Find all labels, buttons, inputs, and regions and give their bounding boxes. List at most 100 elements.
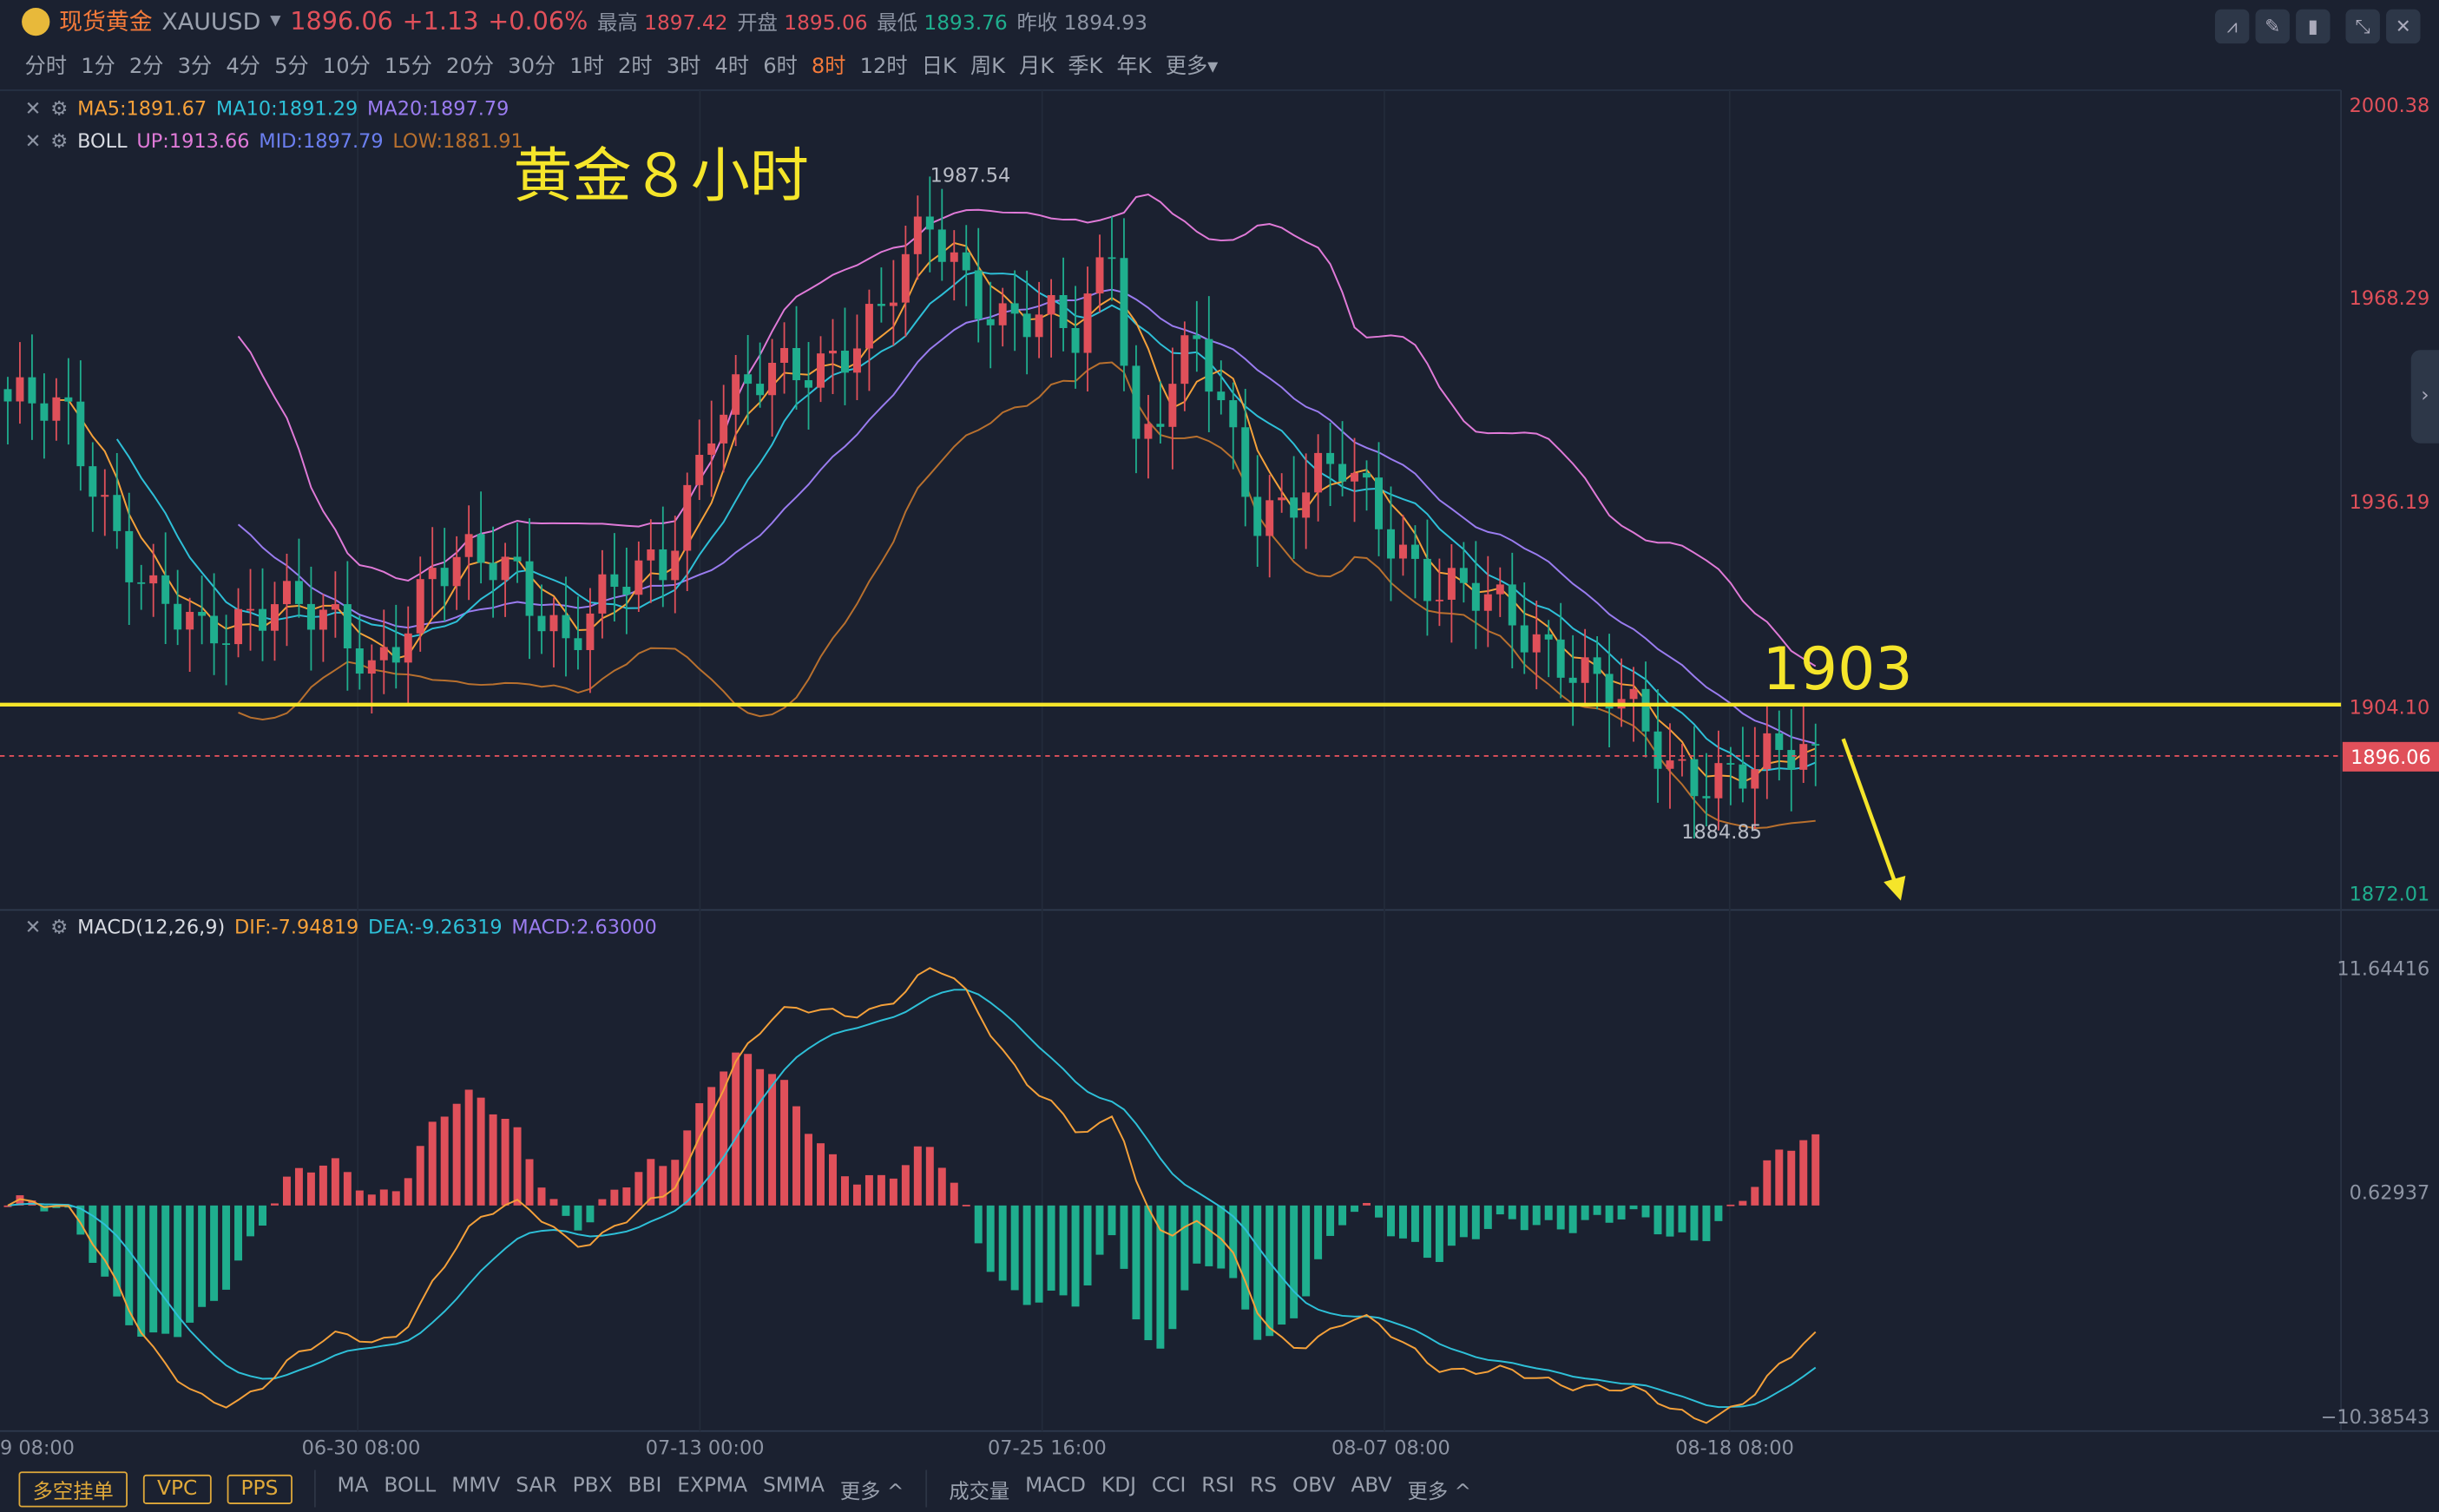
timeframe-9[interactable]: 30分 xyxy=(508,54,556,80)
candle-body xyxy=(1605,674,1614,709)
timeframe-13[interactable]: 4时 xyxy=(714,54,750,80)
timeframe-7[interactable]: 15分 xyxy=(384,54,432,80)
candle-body xyxy=(161,575,170,604)
symbol-name[interactable]: 现货黄金 xyxy=(59,7,153,36)
timeframe-19[interactable]: 月K xyxy=(1019,54,1055,80)
macd-bar xyxy=(271,1203,279,1206)
symbol-dropdown-icon[interactable]: ▼ xyxy=(270,13,281,30)
timeframe-8[interactable]: 20分 xyxy=(446,54,495,80)
expand-panel-chevron-icon[interactable]: › xyxy=(2410,350,2439,444)
candle-body xyxy=(574,638,582,650)
ma20-value: MA20:1897.79 xyxy=(367,96,509,120)
macd-bar xyxy=(161,1205,170,1334)
symbol-code[interactable]: XAUUSD xyxy=(161,7,261,36)
sub-indicator-8[interactable]: 更多 ^ xyxy=(1407,1480,1472,1504)
remove-indicator-icon[interactable]: ✕ xyxy=(24,914,42,938)
candle-body xyxy=(1508,584,1516,626)
sub-indicator-3[interactable]: CCI xyxy=(1151,1474,1187,1497)
timeframe-20[interactable]: 季K xyxy=(1068,54,1103,80)
candle-body xyxy=(1193,335,1201,339)
vpc-button[interactable]: VPC xyxy=(142,1474,212,1504)
main-indicator-2[interactable]: MMV xyxy=(451,1474,501,1497)
macd-bar xyxy=(1314,1205,1323,1259)
long-short-orders-button[interactable]: 多空挂单 xyxy=(18,1470,128,1507)
timeframe-0[interactable]: 分时 xyxy=(24,54,68,80)
remove-indicator-icon[interactable]: ✕ xyxy=(24,128,42,153)
ma5-value: MA5:1891.67 xyxy=(77,96,207,120)
timeframe-12[interactable]: 3时 xyxy=(666,54,701,80)
price-axis-label: 1872.01 xyxy=(2349,882,2430,905)
candle-body xyxy=(889,302,897,306)
settings-icon[interactable]: ⚙ xyxy=(50,128,69,153)
pps-button[interactable]: PPS xyxy=(227,1474,293,1504)
macd-bar xyxy=(1326,1205,1335,1236)
main-indicator-1[interactable]: BOLL xyxy=(384,1474,437,1497)
close-icon[interactable]: ✕ xyxy=(2386,9,2421,44)
sub-indicator-7[interactable]: ABV xyxy=(1351,1474,1392,1497)
main-indicator-3[interactable]: SAR xyxy=(516,1474,557,1497)
timeframe-14[interactable]: 6时 xyxy=(763,54,798,80)
timeframe-10[interactable]: 1时 xyxy=(569,54,604,80)
main-indicator-6[interactable]: EXPMA xyxy=(677,1474,748,1497)
collapse-icon[interactable]: ⤡ xyxy=(2345,9,2380,44)
timeframe-2[interactable]: 2分 xyxy=(128,54,164,80)
macd-bar xyxy=(501,1118,509,1206)
price-axis-label: 2000.38 xyxy=(2349,93,2430,117)
price-change: +1.13 xyxy=(402,6,479,36)
timeframe-4[interactable]: 4分 xyxy=(226,54,260,80)
macd-bar xyxy=(464,1089,473,1206)
main-indicator-4[interactable]: PBX xyxy=(572,1474,613,1497)
macd-bar xyxy=(1241,1205,1250,1310)
candle-body xyxy=(477,534,485,563)
draw-icon[interactable]: ✎ xyxy=(2255,9,2290,44)
macd-bar xyxy=(683,1130,692,1206)
timeframe-1[interactable]: 1分 xyxy=(81,54,115,80)
candle-body xyxy=(186,611,194,630)
indicator-icon[interactable]: ⩘ xyxy=(2214,9,2250,44)
sub-indicator-2[interactable]: KDJ xyxy=(1101,1474,1137,1497)
macd-bar xyxy=(1290,1205,1298,1318)
sub-indicator-1[interactable]: MACD xyxy=(1025,1474,1086,1497)
candle-type-icon[interactable]: ▮ xyxy=(2296,9,2331,44)
sub-indicator-5[interactable]: RS xyxy=(1250,1474,1278,1497)
macd-bar xyxy=(416,1146,424,1206)
macd-bar xyxy=(489,1114,497,1206)
macd-bar xyxy=(962,1205,970,1206)
candle-body xyxy=(428,568,437,580)
sub-indicator-4[interactable]: RSI xyxy=(1201,1474,1235,1497)
remove-indicator-icon[interactable]: ✕ xyxy=(24,96,42,120)
macd-bar xyxy=(40,1205,49,1212)
timeframe-18[interactable]: 周K xyxy=(970,54,1006,80)
main-indicator-0[interactable]: MA xyxy=(337,1474,369,1497)
settings-icon[interactable]: ⚙ xyxy=(50,96,69,120)
sub-indicator-6[interactable]: OBV xyxy=(1292,1474,1336,1497)
candle-body xyxy=(1447,568,1456,600)
candle-body xyxy=(1205,339,1213,392)
main-indicator-5[interactable]: BBI xyxy=(628,1474,662,1497)
macd-bar xyxy=(1483,1205,1492,1229)
macd-bar xyxy=(925,1147,934,1206)
timeframe-5[interactable]: 5分 xyxy=(274,54,309,80)
candle-body xyxy=(1702,796,1711,799)
macd-bar xyxy=(756,1068,765,1206)
candle-body xyxy=(1047,294,1055,315)
timeframe-6[interactable]: 10分 xyxy=(322,54,371,80)
candle-body xyxy=(16,377,24,402)
timeframe-17[interactable]: 日K xyxy=(921,54,957,80)
timeframe-15[interactable]: 8时 xyxy=(811,54,846,80)
candle-body xyxy=(28,377,36,404)
sub-indicator-0[interactable]: 成交量 xyxy=(949,1480,1010,1504)
timeframe-3[interactable]: 3分 xyxy=(177,54,213,80)
settings-icon[interactable]: ⚙ xyxy=(50,914,69,938)
macd-bar xyxy=(1266,1205,1274,1337)
timeframe-11[interactable]: 2时 xyxy=(618,54,653,80)
timeframe-22[interactable]: 更多▾ xyxy=(1165,54,1219,80)
timeframe-21[interactable]: 年K xyxy=(1116,54,1152,80)
timeframe-16[interactable]: 12时 xyxy=(859,54,908,80)
macd-bar xyxy=(89,1205,97,1263)
main-indicator-7[interactable]: SMMA xyxy=(762,1474,825,1497)
macd-bar xyxy=(671,1160,680,1206)
macd-bar xyxy=(1666,1205,1674,1237)
main-indicator-8[interactable]: 更多 ^ xyxy=(839,1480,904,1504)
